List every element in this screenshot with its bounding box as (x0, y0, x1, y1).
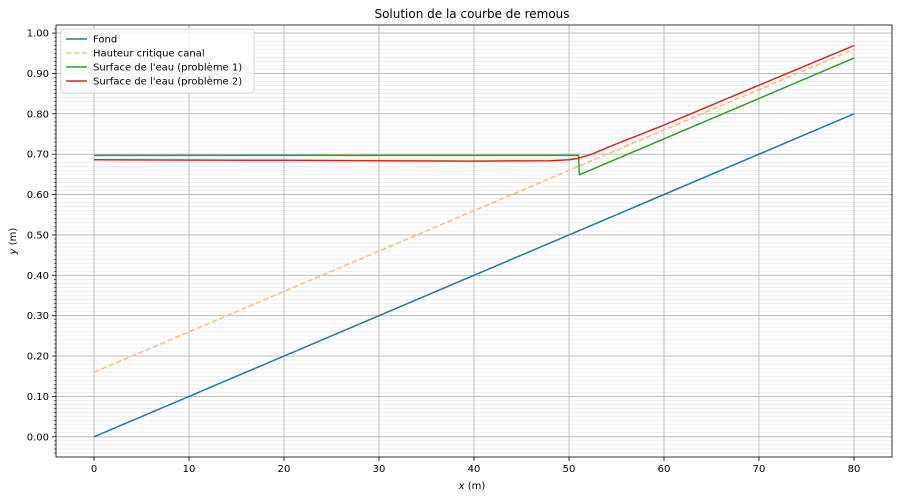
y-tick-label: 0.10 (27, 392, 49, 403)
y-tick-label: 0.50 (27, 230, 49, 241)
x-tick-label: 70 (753, 464, 766, 475)
legend-label: Fond (93, 35, 117, 46)
y-tick-label: 0.30 (27, 311, 49, 322)
series-line-4 (93, 44, 855, 162)
x-tick-label: 60 (658, 464, 671, 475)
x-axis-label: x (m) (458, 481, 486, 492)
series-line-2 (93, 48, 855, 373)
y-tick-label: 0.70 (27, 150, 49, 161)
y-axis-label-var: y (8, 247, 19, 255)
series-line-1 (93, 113, 855, 438)
x-tick-label: 30 (373, 464, 386, 475)
x-axis: 0 10 20 30 40 50 60 70 80 (91, 457, 861, 475)
y-axis: 0.00 0.10 0.20 0.30 0.40 0.50 0.60 0.70 0.80 0.90… (27, 29, 56, 454)
y-tick-label: 0.00 (27, 432, 49, 443)
x-tick-label: 10 (183, 464, 196, 475)
legend-box (60, 28, 255, 94)
y-axis-label-unit: (m) (8, 228, 19, 249)
legend-label: Surface de l'eau (problème 2) (93, 76, 242, 88)
y-tick-label: 0.20 (27, 352, 49, 363)
y-tick-label: 0.40 (27, 271, 49, 282)
series-layer (93, 44, 855, 438)
legend: Fond Hauteur critique canal Surface de l'e… (60, 28, 255, 94)
x-tick-label: 0 (91, 464, 97, 475)
y-tick-label: 0.60 (27, 190, 49, 201)
y-axis-label: y (m) (8, 228, 19, 256)
x-tick-label: 50 (563, 464, 576, 475)
chart-title: Solution de la courbe de remous (374, 7, 569, 21)
series-line-3 (94, 57, 855, 176)
y-tick-label: 1.00 (27, 29, 49, 40)
legend-label: Surface de l'eau (problème 1) (93, 62, 242, 74)
x-tick-label: 80 (848, 464, 861, 475)
legend-label: Hauteur critique canal (93, 49, 205, 60)
x-axis-label-unit: (m) (465, 481, 486, 492)
x-tick-label: 40 (468, 464, 481, 475)
y-tick-label: 0.90 (27, 69, 49, 80)
y-tick-label: 0.80 (27, 109, 49, 120)
x-axis-label-var: x (458, 481, 465, 492)
x-tick-label: 20 (278, 464, 291, 475)
